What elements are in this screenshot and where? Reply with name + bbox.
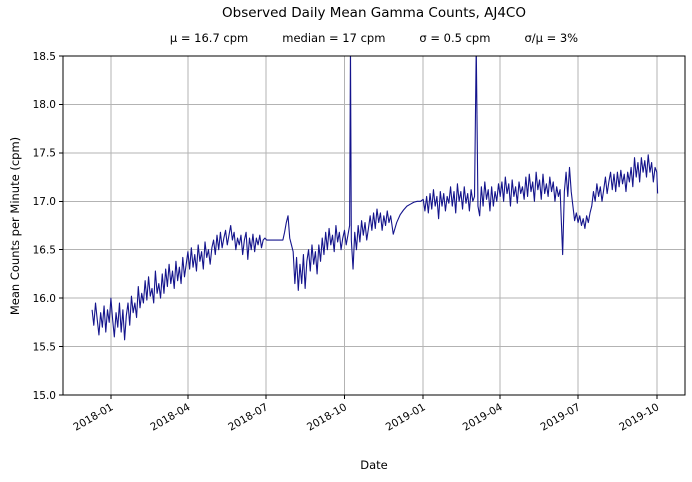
axes-spines — [62, 55, 686, 396]
gridlines — [63, 55, 685, 396]
chart-stats-line: μ = 16.7 cpm median = 17 cpm σ = 0.5 cpm… — [63, 31, 685, 45]
stat-mean: μ = 16.7 cpm — [169, 31, 249, 45]
x-tick-label: 2018-01 — [71, 401, 115, 433]
axis-ticks — [59, 55, 658, 399]
x-tick-label: 2018-04 — [148, 401, 192, 433]
x-tick-label: 2019-07 — [539, 401, 583, 433]
data-line-series — [91, 56, 659, 341]
x-tick-label: 2019-04 — [461, 401, 505, 433]
y-tick-label: 16.0 — [33, 293, 56, 305]
chart-title: Observed Daily Mean Gamma Counts, AJ4CO — [222, 5, 526, 21]
x-tick-label: 2019-10 — [617, 401, 661, 433]
y-tick-label: 17.5 — [33, 148, 56, 160]
x-axis-label: Date — [360, 458, 388, 472]
y-tick-label: 18.5 — [33, 51, 56, 63]
x-tick-label: 2018-10 — [305, 401, 349, 433]
x-tick-label: 2018-07 — [226, 401, 270, 433]
y-tick-label: 16.5 — [33, 245, 56, 257]
stat-sigma-over-mu: σ/μ = 3% — [524, 31, 579, 45]
y-tick-label: 18.0 — [33, 99, 56, 111]
stat-sigma: σ = 0.5 cpm — [419, 31, 491, 45]
y-tick-label: 15.0 — [33, 390, 56, 402]
x-tick-label: 2019-01 — [384, 401, 428, 433]
y-tick-label: 15.5 — [33, 341, 56, 353]
y-axis-label: Mean Counts per Minute (cpm) — [8, 136, 22, 316]
y-tick-label: 17.0 — [33, 196, 56, 208]
stat-median: median = 17 cpm — [282, 31, 386, 45]
